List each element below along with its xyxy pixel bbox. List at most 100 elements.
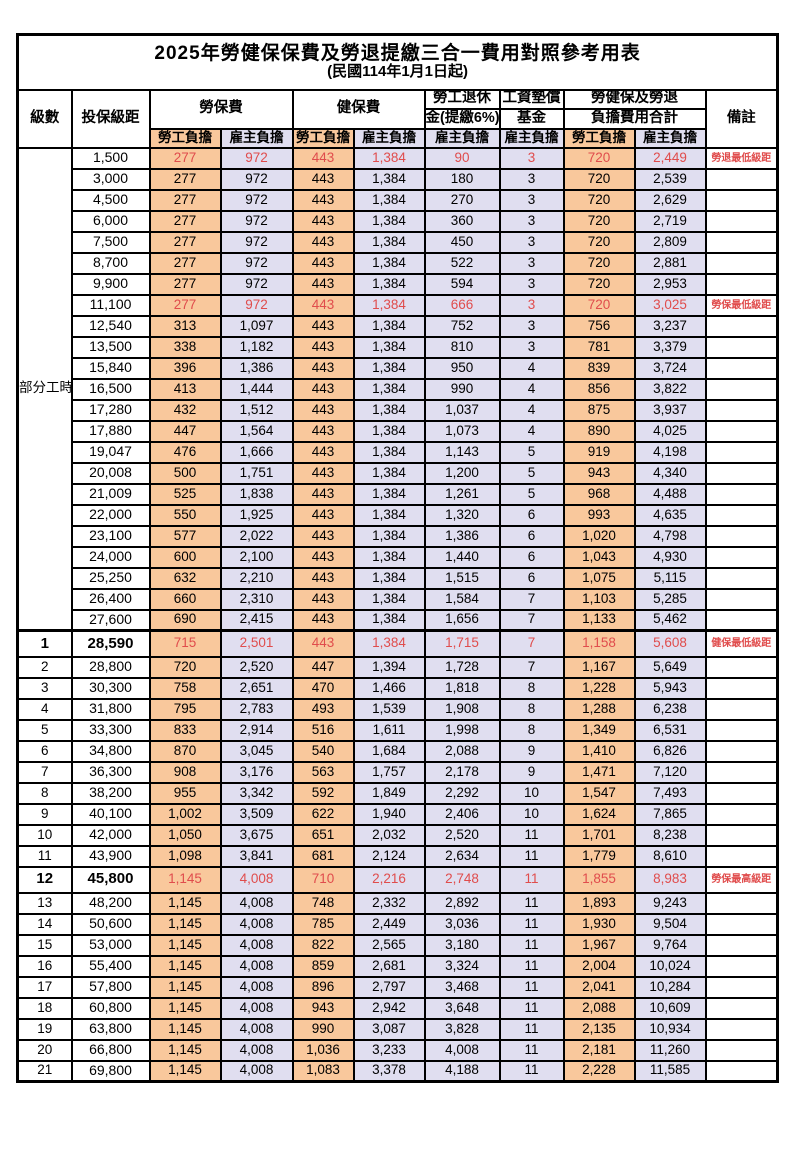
subheader-total-employee: 勞工負擔: [562, 127, 636, 149]
pension-cell: 2,406: [423, 802, 501, 826]
bracket-cell: 33,300: [70, 718, 151, 742]
table-row: 26,400 660 2,310 443 1,384 1,584 7 1,103 5,285: [18, 587, 779, 611]
bracket-cell: 31,800: [70, 697, 151, 721]
pension-cell: 2,892: [423, 891, 501, 915]
labor-employee-cell: 550: [148, 503, 222, 527]
remark-cell: [704, 440, 779, 464]
pension-cell: 1,728: [423, 655, 501, 679]
health-employer-cell: 2,032: [352, 823, 426, 847]
remark-cell: [704, 167, 779, 191]
wage-fund-cell: 3: [498, 314, 565, 338]
pension-cell: 1,515: [423, 566, 501, 590]
labor-employer-cell: 4,008: [219, 1059, 294, 1083]
pension-cell: 2,088: [423, 739, 501, 763]
labor-employee-cell: 277: [148, 167, 222, 191]
total-employer-cell: 7,865: [633, 802, 707, 826]
health-employee-cell: 443: [291, 587, 355, 611]
health-employer-cell: 3,087: [352, 1017, 426, 1041]
health-employer-cell: 1,466: [352, 676, 426, 700]
wage-fund-cell: 3: [498, 146, 565, 170]
health-employer-cell: 1,757: [352, 760, 426, 784]
bracket-cell: 60,800: [70, 996, 151, 1020]
health-employee-cell: 443: [291, 524, 355, 548]
pension-cell: 450: [423, 230, 501, 254]
remark-cell: [704, 377, 779, 401]
subheader-health-employee: 勞工負擔: [291, 127, 355, 149]
health-employer-cell: 2,332: [352, 891, 426, 915]
wage-fund-cell: 9: [498, 739, 565, 763]
labor-employer-cell: 972: [219, 230, 294, 254]
col-header-level: 級數: [16, 88, 73, 149]
table-row: 12 45,800 1,145 4,008 710 2,216 2,748 11 1,855 8,…: [16, 865, 779, 894]
total-employee-cell: 2,135: [562, 1017, 636, 1041]
health-employer-cell: 1,384: [352, 209, 426, 233]
subheader-labor-employer: 雇主負擔: [219, 127, 294, 149]
pension-cell: 1,143: [423, 440, 501, 464]
labor-employer-cell: 1,386: [219, 356, 294, 380]
total-employee-cell: 720: [562, 146, 636, 170]
wage-fund-cell: 4: [498, 356, 565, 380]
table-row: 15 53,000 1,145 4,008 822 2,565 3,180 11 1,967 9,…: [16, 933, 779, 957]
labor-employer-cell: 4,008: [219, 933, 294, 957]
health-employee-cell: 443: [291, 188, 355, 212]
pension-cell: 4,188: [423, 1059, 501, 1083]
col-header-remark: 備註: [704, 88, 779, 149]
total-employee-cell: 919: [562, 440, 636, 464]
labor-employee-cell: 277: [148, 272, 222, 296]
total-employer-cell: 9,243: [633, 891, 707, 915]
labor-employee-cell: 338: [148, 335, 222, 359]
labor-employer-cell: 3,176: [219, 760, 294, 784]
bracket-cell: 25,250: [70, 566, 151, 590]
remark-cell: [704, 503, 779, 527]
total-employer-cell: 3,025: [633, 293, 707, 317]
total-employer-cell: 2,719: [633, 209, 707, 233]
labor-employer-cell: 2,501: [219, 629, 294, 658]
total-employer-cell: 5,115: [633, 566, 707, 590]
labor-employee-cell: 447: [148, 419, 222, 443]
wage-fund-cell: 11: [498, 954, 565, 978]
total-employer-cell: 11,260: [633, 1038, 707, 1062]
remark-cell: [704, 781, 779, 805]
health-employee-cell: 443: [291, 629, 355, 658]
remark-cell: [704, 954, 779, 978]
labor-employee-cell: 795: [148, 697, 222, 721]
labor-employer-cell: 1,512: [219, 398, 294, 422]
remark-cell: [704, 566, 779, 590]
table-row: 11,100 277 972 443 1,384 666 3 720 3,025 勞保最低級距: [18, 293, 779, 317]
bracket-cell: 42,000: [70, 823, 151, 847]
wage-fund-cell: 7: [498, 629, 565, 658]
table-row: 1 28,590 715 2,501 443 1,384 1,715 7 1,158 5,608 健…: [16, 629, 779, 658]
remark-cell: [704, 608, 779, 632]
labor-employee-cell: 758: [148, 676, 222, 700]
total-employee-cell: 1,410: [562, 739, 636, 763]
labor-employer-cell: 4,008: [219, 954, 294, 978]
remark-cell: [704, 461, 779, 485]
labor-employer-cell: 4,008: [219, 865, 294, 894]
bracket-cell: 11,100: [70, 293, 151, 317]
health-employee-cell: 859: [291, 954, 355, 978]
labor-employee-cell: 1,145: [148, 1017, 222, 1041]
total-employee-cell: 2,004: [562, 954, 636, 978]
bracket-cell: 48,200: [70, 891, 151, 915]
remark-cell: [704, 356, 779, 380]
labor-employee-cell: 432: [148, 398, 222, 422]
health-employer-cell: 1,384: [352, 293, 426, 317]
health-employer-cell: 1,384: [352, 251, 426, 275]
subheader-wage-fund-employer: 雇主負擔: [498, 127, 565, 149]
labor-employer-cell: 3,342: [219, 781, 294, 805]
remark-cell: [704, 482, 779, 506]
health-employer-cell: 1,384: [352, 146, 426, 170]
table-row: 23,100 577 2,022 443 1,384 1,386 6 1,020 4,798: [18, 524, 779, 548]
health-employee-cell: 443: [291, 419, 355, 443]
labor-employee-cell: 277: [148, 293, 222, 317]
table-row: 7 36,300 908 3,176 563 1,757 2,178 9 1,471 7,120: [16, 760, 779, 784]
wage-fund-cell: 11: [498, 975, 565, 999]
table-row: 3,000 277 972 443 1,384 180 3 720 2,539: [18, 167, 779, 191]
total-employer-cell: 6,238: [633, 697, 707, 721]
total-employer-cell: 7,120: [633, 760, 707, 784]
bracket-cell: 21,009: [70, 482, 151, 506]
table-row: 17,880 447 1,564 443 1,384 1,073 4 890 4,025: [18, 419, 779, 443]
wage-fund-cell: 3: [498, 167, 565, 191]
remark-cell: [704, 230, 779, 254]
pension-cell: 4,008: [423, 1038, 501, 1062]
